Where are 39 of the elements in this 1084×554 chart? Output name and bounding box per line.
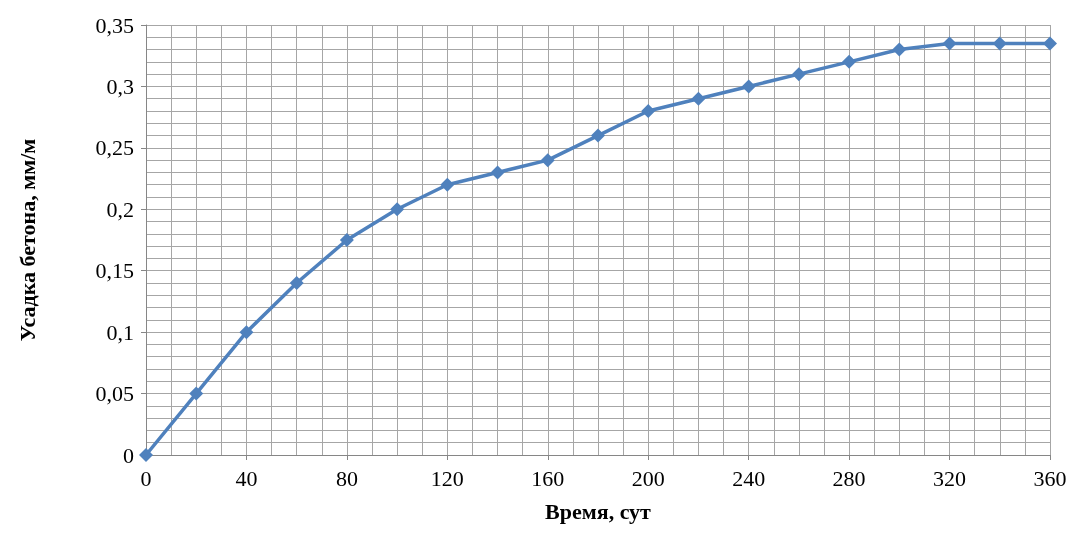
x-tick-label: 120 [430, 465, 464, 491]
point [641, 104, 656, 118]
y-tick-label: 0,2 [106, 196, 134, 222]
point [691, 91, 706, 106]
y-axis-title: Усадка бетона, мм/м [14, 138, 40, 342]
x-tick-label: 280 [832, 465, 866, 491]
point [992, 36, 1007, 51]
point [239, 325, 254, 340]
x-tick-label: 320 [933, 465, 967, 491]
point [591, 128, 605, 143]
point [139, 448, 153, 462]
y-tick-label: 0,15 [95, 258, 134, 284]
point [540, 153, 555, 168]
point [289, 276, 304, 290]
y-tick-label: 0,35 [95, 12, 134, 38]
x-tick-label: 80 [335, 465, 358, 491]
point [339, 233, 354, 247]
point [189, 386, 204, 401]
y-tick-label: 0,05 [95, 381, 134, 407]
x-tick-label: 40 [235, 465, 258, 491]
point [942, 36, 957, 51]
x-tick-label: 0 [140, 465, 152, 491]
point [390, 202, 405, 217]
point [490, 165, 505, 180]
y-tick-label: 0 [123, 442, 134, 468]
point [741, 79, 756, 94]
point [440, 177, 455, 192]
x-tick-label: 160 [531, 465, 565, 491]
y-tick-label: 0,25 [95, 135, 134, 161]
point [892, 42, 907, 57]
x-tick-label: 200 [631, 465, 665, 491]
y-tick-label: 0,1 [106, 319, 134, 345]
point [842, 54, 857, 69]
x-tick-label: 360 [1033, 465, 1067, 491]
point [791, 67, 806, 82]
x-axis-title: Время, сут [545, 498, 652, 524]
point [1043, 36, 1057, 51]
y-tick-label: 0,3 [106, 73, 134, 99]
x-tick-label: 240 [732, 465, 766, 491]
